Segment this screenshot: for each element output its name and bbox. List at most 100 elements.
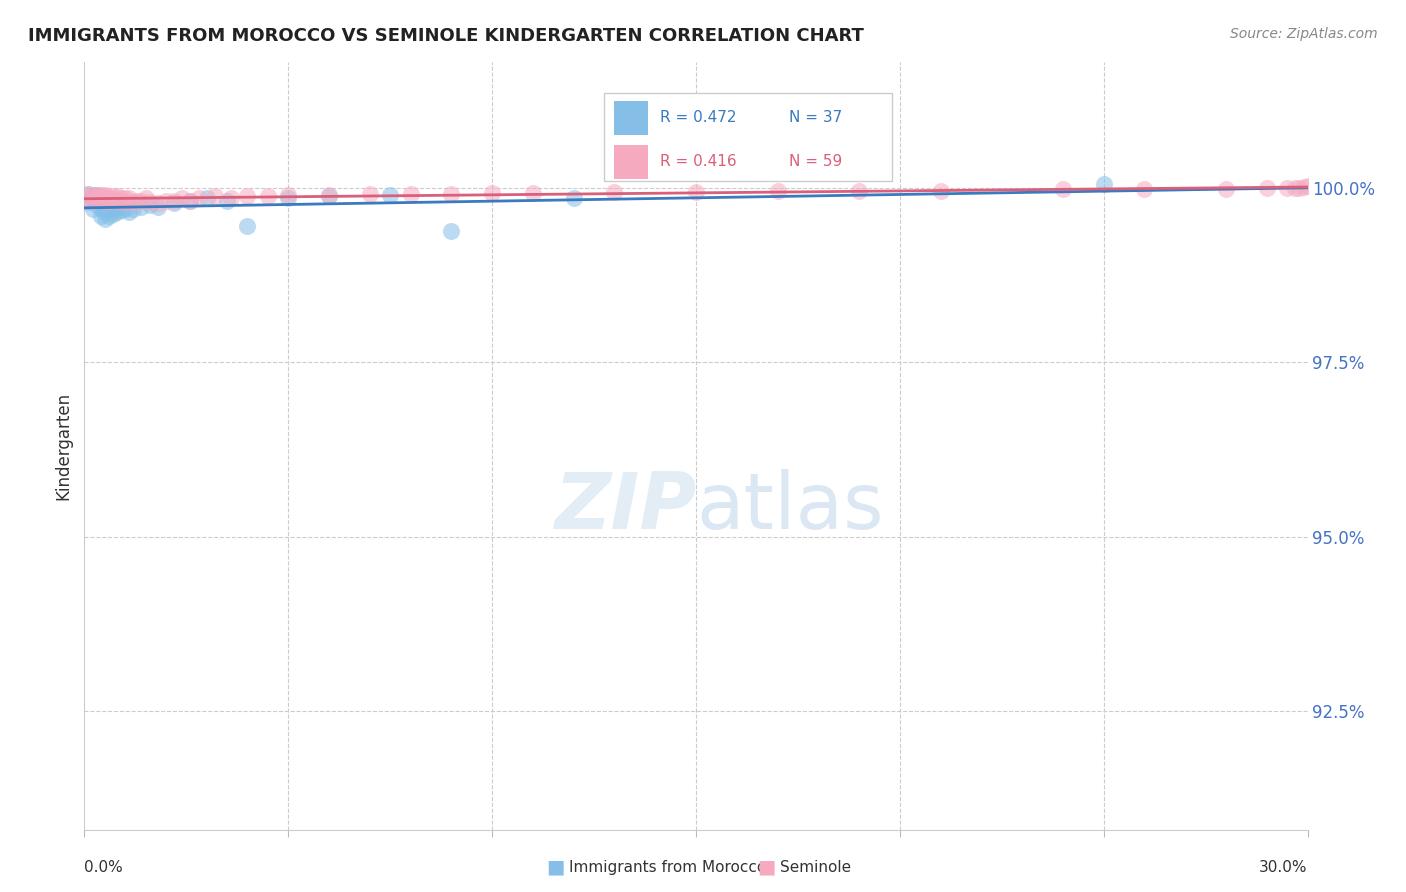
Text: ■: ■ — [756, 857, 776, 877]
Text: N = 59: N = 59 — [789, 154, 842, 169]
Point — [318, 188, 340, 202]
Point — [236, 189, 259, 203]
Point — [93, 194, 115, 208]
Point — [440, 224, 463, 238]
Point — [848, 184, 870, 198]
Point — [82, 188, 104, 202]
Text: IMMIGRANTS FROM MOROCCO VS SEMINOLE KINDERGARTEN CORRELATION CHART: IMMIGRANTS FROM MOROCCO VS SEMINOLE KIND… — [28, 27, 865, 45]
Point — [127, 194, 149, 208]
Point — [155, 194, 177, 208]
Point — [1256, 181, 1278, 195]
Point — [77, 194, 100, 209]
Point — [77, 191, 100, 205]
Point — [172, 191, 194, 205]
Text: Seminole: Seminole — [780, 860, 852, 874]
Point — [118, 191, 141, 205]
Point — [603, 185, 626, 199]
Point — [219, 191, 242, 205]
Point — [257, 189, 280, 203]
Point — [179, 194, 201, 208]
Point — [277, 191, 299, 205]
Point — [86, 188, 108, 202]
Point — [90, 202, 112, 216]
Point — [114, 202, 136, 216]
Point — [766, 184, 789, 198]
Point — [93, 205, 115, 219]
Text: atlas: atlas — [696, 469, 883, 545]
Point — [204, 189, 226, 203]
Text: 0.0%: 0.0% — [84, 860, 124, 875]
Bar — [605, 93, 891, 181]
Point — [236, 219, 259, 234]
Point — [1288, 181, 1310, 195]
Point — [97, 194, 120, 208]
Point — [101, 207, 124, 221]
Text: R = 0.416: R = 0.416 — [661, 154, 737, 169]
Point — [1292, 179, 1315, 194]
Bar — [614, 101, 648, 135]
Point — [1215, 182, 1237, 196]
Point — [86, 188, 108, 202]
Point — [138, 198, 160, 212]
Point — [97, 203, 120, 218]
Point — [163, 194, 186, 208]
Point — [399, 187, 422, 202]
Point — [82, 202, 104, 216]
Text: N = 37: N = 37 — [789, 111, 842, 126]
Point — [146, 201, 169, 215]
Point — [163, 196, 186, 211]
Point — [135, 191, 157, 205]
Point — [122, 194, 145, 209]
Point — [1052, 182, 1074, 196]
Point — [1133, 182, 1156, 196]
Point — [929, 184, 952, 198]
Point — [93, 212, 115, 227]
Point — [110, 203, 132, 218]
Text: R = 0.472: R = 0.472 — [661, 111, 737, 126]
Bar — [614, 145, 648, 179]
Point — [187, 191, 209, 205]
Point — [522, 186, 544, 200]
Point — [146, 196, 169, 211]
Point — [90, 188, 112, 202]
Point — [131, 194, 153, 208]
Point — [1092, 178, 1115, 192]
Point — [105, 189, 128, 203]
Point — [82, 194, 104, 208]
Point — [380, 188, 402, 202]
Point — [1277, 181, 1299, 195]
Point — [179, 194, 201, 208]
Point — [110, 191, 132, 205]
Point — [105, 194, 128, 208]
Point — [105, 201, 128, 215]
Point — [114, 191, 136, 205]
Point — [138, 194, 160, 209]
Point — [101, 191, 124, 205]
Point — [440, 186, 463, 201]
Point — [86, 191, 108, 205]
Point — [1284, 181, 1306, 195]
Point — [685, 185, 707, 199]
Point — [217, 194, 239, 208]
Point — [77, 186, 100, 201]
Point — [562, 191, 585, 205]
Point — [82, 191, 104, 205]
Y-axis label: Kindergarten: Kindergarten — [55, 392, 73, 500]
Point — [86, 189, 108, 203]
Text: ZIP: ZIP — [554, 469, 696, 545]
Point — [86, 191, 108, 205]
Point — [101, 202, 124, 216]
Point — [110, 194, 132, 208]
Point — [195, 191, 218, 205]
Point — [90, 209, 112, 223]
Point — [93, 202, 115, 216]
Point — [359, 187, 381, 202]
Point — [97, 191, 120, 205]
Point — [277, 188, 299, 202]
Point — [481, 186, 503, 200]
Point — [77, 186, 100, 201]
Point — [101, 189, 124, 203]
Point — [1296, 178, 1319, 193]
Text: Immigrants from Morocco: Immigrants from Morocco — [569, 860, 766, 874]
Point — [82, 189, 104, 203]
